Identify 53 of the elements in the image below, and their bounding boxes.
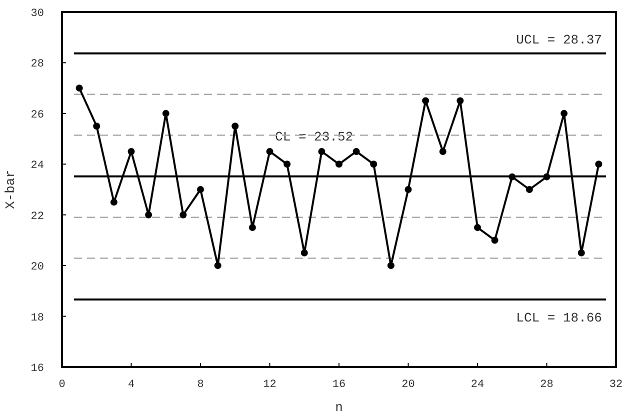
y-tick-label: 18: [30, 312, 44, 324]
point: [180, 211, 187, 218]
x-tick-label: 32: [609, 379, 623, 391]
y-tick-label: 28: [30, 58, 44, 71]
point: [93, 122, 100, 130]
point: [300, 249, 308, 256]
point: [595, 160, 602, 168]
x-tick-label: 4: [128, 379, 135, 391]
point: [128, 148, 135, 155]
point: [578, 249, 585, 256]
point: [526, 186, 533, 193]
point: [248, 224, 256, 232]
point: [284, 160, 291, 168]
point: [404, 186, 412, 193]
point: [474, 224, 481, 232]
ref-line-label: LCL = 18.66: [516, 310, 602, 326]
y-tick-label: 30: [30, 8, 44, 20]
point: [197, 186, 204, 193]
point: [214, 262, 222, 270]
x-tick-label: 16: [332, 379, 346, 391]
point: [336, 160, 342, 168]
point: [560, 110, 568, 117]
y-tick-label: 24: [30, 160, 44, 172]
point: [266, 148, 274, 155]
point: [76, 84, 83, 92]
y-tick-label: 16: [30, 363, 44, 375]
y-axis-title: X-bar: [3, 170, 18, 210]
x-tick-label: 0: [58, 379, 66, 391]
ref-line-label: CL = 23.52: [275, 129, 354, 144]
point: [491, 236, 498, 244]
point: [145, 211, 152, 218]
ref-line-label: UCL = 28.37: [516, 32, 602, 48]
x-tick-label: 12: [263, 379, 276, 391]
y-tick-label: 20: [30, 262, 44, 274]
point: [422, 97, 430, 104]
point: [352, 148, 360, 155]
point: [370, 160, 378, 168]
point: [508, 173, 516, 180]
point: [387, 262, 394, 270]
x-tick-label: 8: [197, 379, 204, 391]
y-tick-label: 26: [30, 109, 44, 122]
point: [162, 110, 170, 117]
point: [543, 173, 550, 180]
point: [439, 148, 446, 155]
x-axis-title: n: [335, 400, 343, 415]
x-tick-label: 28: [540, 379, 554, 391]
x-tick-label: 24: [470, 379, 484, 391]
point: [232, 122, 239, 130]
point: [456, 97, 464, 104]
point: [110, 198, 118, 206]
point: [318, 148, 326, 155]
x-tick-label: 20: [402, 379, 415, 391]
y-tick-label: 22: [30, 210, 44, 223]
